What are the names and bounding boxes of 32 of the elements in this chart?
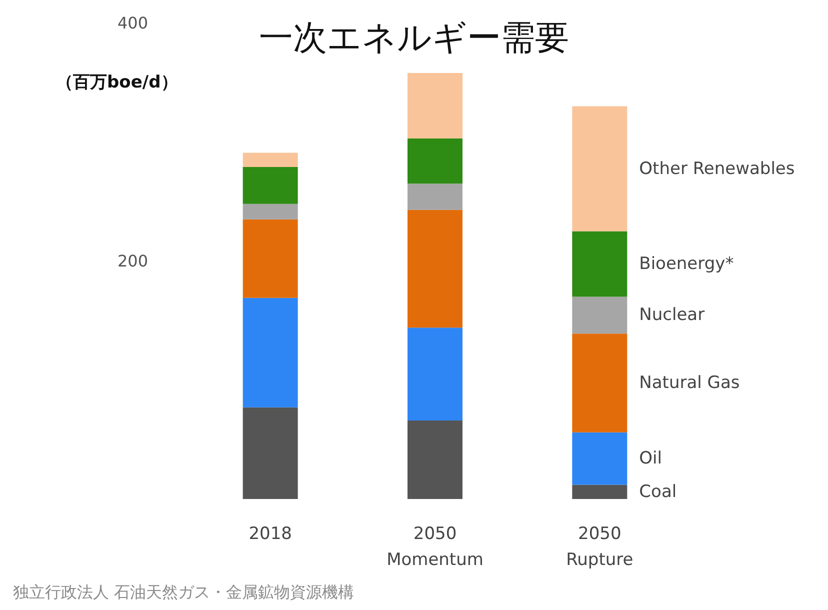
series-label: Other Renewables [639,158,795,179]
bar [408,72,462,138]
y-tick-label: 400 [117,14,148,32]
text: 独立行政法人 石油天然ガス・金属鉱物資源機構 [13,582,354,602]
bar [572,106,628,232]
bar [572,231,628,297]
bar [242,204,298,220]
bar [572,432,628,485]
series-label: Natural Gas [639,372,740,393]
bar [242,407,298,499]
x-tick-label: 2050 Momentum [386,524,484,570]
bar [572,334,628,432]
bar [242,219,298,298]
y-axis-title: （百万boe/d） [56,72,178,92]
x-tick-label: 2018 [248,524,292,544]
bar [408,420,462,499]
bar [572,484,628,499]
bar [572,296,628,334]
x-tick-label: 2050 Rupture [566,524,634,570]
bar [242,152,298,167]
bar [408,184,462,210]
bar [408,210,462,328]
series-label: Nuclear [639,305,705,326]
bar [242,298,298,408]
y-tick-label: 200 [117,252,148,270]
bar [408,328,462,420]
series-label: Bioenergy* [639,254,734,274]
bar [408,138,462,184]
series-label: Oil [639,448,662,469]
bar [242,166,298,204]
chart-title: 一次エネルギー需要 [259,18,569,58]
series-label: Coal [639,482,677,502]
